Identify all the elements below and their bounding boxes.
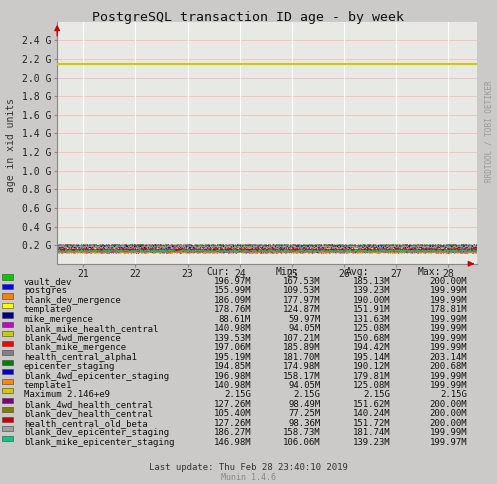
Text: blank_dev_epicenter_staging: blank_dev_epicenter_staging xyxy=(24,428,169,438)
Text: 131.63M: 131.63M xyxy=(352,315,390,324)
Text: 190.12M: 190.12M xyxy=(352,362,390,371)
Text: vault_dev: vault_dev xyxy=(24,277,72,286)
Text: 177.97M: 177.97M xyxy=(283,296,321,304)
Text: mike_mergence: mike_mergence xyxy=(24,315,94,324)
Text: 185.89M: 185.89M xyxy=(283,343,321,352)
Text: 124.87M: 124.87M xyxy=(283,305,321,314)
Text: 94.05M: 94.05M xyxy=(288,381,321,390)
Text: 151.62M: 151.62M xyxy=(352,400,390,409)
Text: 98.36M: 98.36M xyxy=(288,419,321,428)
Text: 199.97M: 199.97M xyxy=(429,438,467,447)
Text: 199.99M: 199.99M xyxy=(429,333,467,343)
Text: 200.00M: 200.00M xyxy=(429,277,467,286)
Text: 200.00M: 200.00M xyxy=(429,419,467,428)
Text: 106.06M: 106.06M xyxy=(283,438,321,447)
Text: 178.76M: 178.76M xyxy=(213,305,251,314)
Text: 199.99M: 199.99M xyxy=(429,381,467,390)
Text: 140.24M: 140.24M xyxy=(352,409,390,419)
Text: 167.53M: 167.53M xyxy=(283,277,321,286)
Text: 158.17M: 158.17M xyxy=(283,372,321,380)
Text: 88.61M: 88.61M xyxy=(219,315,251,324)
Text: postgres: postgres xyxy=(24,286,67,295)
Text: epicenter_staging: epicenter_staging xyxy=(24,362,115,371)
Text: 200.68M: 200.68M xyxy=(429,362,467,371)
Text: RRDTOOL / TOBI OETIKER: RRDTOOL / TOBI OETIKER xyxy=(485,80,494,182)
Text: 199.99M: 199.99M xyxy=(429,286,467,295)
Text: 158.73M: 158.73M xyxy=(283,428,321,438)
Text: blank_dev_mergence: blank_dev_mergence xyxy=(24,296,121,304)
Text: 194.85M: 194.85M xyxy=(213,362,251,371)
Text: 105.40M: 105.40M xyxy=(213,409,251,419)
Text: 185.13M: 185.13M xyxy=(352,277,390,286)
Text: 199.99M: 199.99M xyxy=(429,428,467,438)
Text: 203.14M: 203.14M xyxy=(429,352,467,362)
Text: 181.70M: 181.70M xyxy=(283,352,321,362)
Text: 2.15G: 2.15G xyxy=(440,391,467,399)
Text: blank_4wd_health_central: blank_4wd_health_central xyxy=(24,400,153,409)
Text: 179.81M: 179.81M xyxy=(352,372,390,380)
Text: 2.15G: 2.15G xyxy=(363,391,390,399)
Text: 155.99M: 155.99M xyxy=(213,286,251,295)
Text: 199.99M: 199.99M xyxy=(429,343,467,352)
Text: 151.91M: 151.91M xyxy=(352,305,390,314)
Text: 199.99M: 199.99M xyxy=(429,324,467,333)
Text: 199.99M: 199.99M xyxy=(429,296,467,304)
Text: 200.00M: 200.00M xyxy=(429,400,467,409)
Text: blank_mike_health_central: blank_mike_health_central xyxy=(24,324,158,333)
Text: 186.09M: 186.09M xyxy=(213,296,251,304)
Text: 199.99M: 199.99M xyxy=(429,315,467,324)
Text: 195.19M: 195.19M xyxy=(213,352,251,362)
Text: blank_dev_health_central: blank_dev_health_central xyxy=(24,409,153,419)
Text: 139.23M: 139.23M xyxy=(352,286,390,295)
Text: template0: template0 xyxy=(24,305,72,314)
Text: 194.42M: 194.42M xyxy=(352,343,390,352)
Text: 127.26M: 127.26M xyxy=(213,419,251,428)
Text: 77.25M: 77.25M xyxy=(288,409,321,419)
Text: 125.08M: 125.08M xyxy=(352,324,390,333)
Text: 140.98M: 140.98M xyxy=(213,381,251,390)
Text: 125.08M: 125.08M xyxy=(352,381,390,390)
Text: 186.27M: 186.27M xyxy=(213,428,251,438)
Text: Avg:: Avg: xyxy=(345,267,369,277)
Text: 94.05M: 94.05M xyxy=(288,324,321,333)
Text: 98.49M: 98.49M xyxy=(288,400,321,409)
Text: 59.97M: 59.97M xyxy=(288,315,321,324)
Text: template1: template1 xyxy=(24,381,72,390)
Text: 199.99M: 199.99M xyxy=(429,372,467,380)
Text: Munin 1.4.6: Munin 1.4.6 xyxy=(221,472,276,482)
Text: 196.98M: 196.98M xyxy=(213,372,251,380)
Text: blank_4wd_epicenter_staging: blank_4wd_epicenter_staging xyxy=(24,372,169,380)
Text: Min:: Min: xyxy=(276,267,299,277)
Text: blank_mike_epicenter_staging: blank_mike_epicenter_staging xyxy=(24,438,174,447)
Text: blank_mike_mergence: blank_mike_mergence xyxy=(24,343,126,352)
Text: 127.26M: 127.26M xyxy=(213,400,251,409)
Text: 2.15G: 2.15G xyxy=(294,391,321,399)
Text: 150.68M: 150.68M xyxy=(352,333,390,343)
Text: 151.72M: 151.72M xyxy=(352,419,390,428)
Text: Max:: Max: xyxy=(417,267,441,277)
Text: Cur:: Cur: xyxy=(206,267,230,277)
Text: 181.74M: 181.74M xyxy=(352,428,390,438)
Text: health_central_alpha1: health_central_alpha1 xyxy=(24,352,137,362)
Text: health_central_old_beta: health_central_old_beta xyxy=(24,419,148,428)
Text: 196.97M: 196.97M xyxy=(213,277,251,286)
Text: 139.23M: 139.23M xyxy=(352,438,390,447)
Text: age in xid units: age in xid units xyxy=(6,98,16,192)
Text: 195.14M: 195.14M xyxy=(352,352,390,362)
Text: PostgreSQL transaction ID age - by week: PostgreSQL transaction ID age - by week xyxy=(92,11,405,24)
Text: 197.06M: 197.06M xyxy=(213,343,251,352)
Text: 109.53M: 109.53M xyxy=(283,286,321,295)
Text: 178.81M: 178.81M xyxy=(429,305,467,314)
Text: Last update: Thu Feb 28 23:40:10 2019: Last update: Thu Feb 28 23:40:10 2019 xyxy=(149,463,348,472)
Text: 107.21M: 107.21M xyxy=(283,333,321,343)
Text: 190.00M: 190.00M xyxy=(352,296,390,304)
Text: 146.98M: 146.98M xyxy=(213,438,251,447)
Text: blank_4wd_mergence: blank_4wd_mergence xyxy=(24,333,121,343)
Text: 140.98M: 140.98M xyxy=(213,324,251,333)
Text: 139.53M: 139.53M xyxy=(213,333,251,343)
Text: 200.00M: 200.00M xyxy=(429,409,467,419)
Text: 174.98M: 174.98M xyxy=(283,362,321,371)
Text: Maximum 2.146+e9: Maximum 2.146+e9 xyxy=(24,391,110,399)
Text: 2.15G: 2.15G xyxy=(224,391,251,399)
